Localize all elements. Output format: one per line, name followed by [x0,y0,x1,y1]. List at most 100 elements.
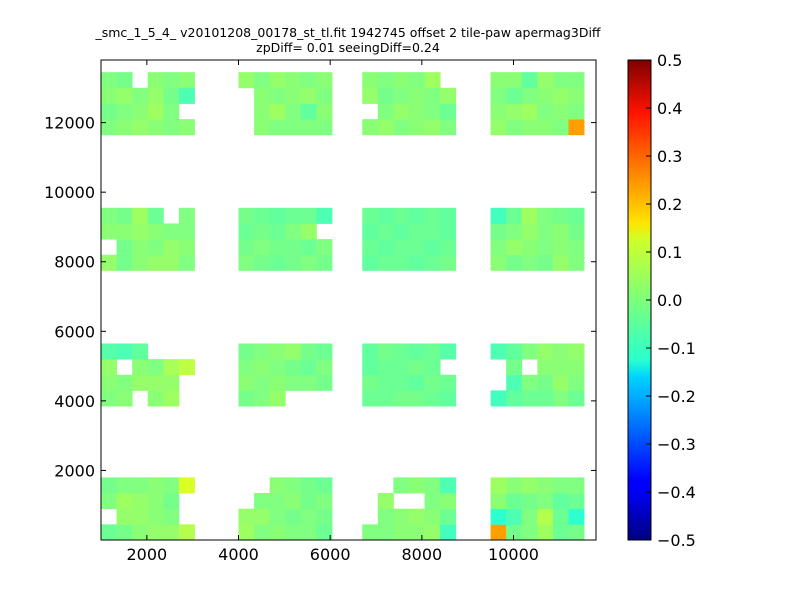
heatmap-cell [490,87,507,104]
heatmap-cell [377,119,394,136]
heatmap-cell [132,254,149,271]
heatmap-cell [521,103,538,120]
heatmap-cell [269,87,286,104]
heatmap-cell [300,87,317,104]
heatmap-cell [101,223,117,240]
heatmap-cell [521,374,538,391]
heatmap-cell [116,343,133,360]
heatmap-cell [490,524,507,541]
heatmap-cell [409,343,425,360]
heatmap-cell [568,87,585,104]
heatmap-cell [552,493,569,510]
heatmap-cell [147,72,164,89]
heatmap-cell [409,207,425,224]
colorbar: 0.5 0.4 0.3 0.2 0.1 0.0 −0.1 −0.2 −0.3 −0.4 −0.5 [627,51,696,550]
heatmap-cell [393,374,410,391]
heatmap-cell [506,119,523,136]
heatmap-cell [424,390,441,407]
heatmap-cell [316,343,333,360]
heatmap-cell [101,359,117,376]
heatmap-cell [506,493,523,510]
heatmap-cell [147,207,164,224]
heatmap-cell [238,239,255,256]
heatmap-cell [147,103,164,120]
heatmap-cell [132,508,149,525]
heatmap-cell [254,239,271,256]
heatmap-cell [568,72,585,89]
heatmap-cell [101,390,117,407]
heatmap-cell [300,359,317,376]
heatmap-cell [409,524,425,541]
heatmap-cell [440,508,457,525]
heatmap-cell [300,374,317,391]
heatmap-cell [101,103,117,120]
heatmap-cell [116,254,133,271]
heatmap-cell [537,374,554,391]
heatmap-cell [377,359,394,376]
heatmap-cell [440,239,457,256]
heatmap-cell [300,343,317,360]
heatmap-cell [521,343,538,360]
heatmap-cell [521,207,538,224]
heatmap-cell [116,207,133,224]
heatmap-cell [377,223,394,240]
heatmap-cell [537,207,554,224]
heatmap-cells [101,72,585,541]
heatmap-cell [269,119,286,136]
heatmap-cell [238,524,255,541]
heatmap-cell [409,72,425,89]
heatmap-cell [537,72,554,89]
heatmap-cell [238,390,255,407]
heatmap-cell [163,119,180,136]
heatmap-cell [285,239,302,256]
heatmap-cell [163,359,180,376]
heatmap-cell [393,119,410,136]
heatmap-cell [490,239,507,256]
heatmap-cell [521,239,538,256]
heatmap-cell [393,87,410,104]
heatmap-cell [362,72,379,89]
heatmap-cell [393,223,410,240]
heatmap-cell [163,493,180,510]
heatmap-cell [424,374,441,391]
heatmap-cell [178,254,195,271]
y-tick-label: 4000 [54,392,95,411]
heatmap-cell [269,390,286,407]
heatmap-cell [163,254,180,271]
heatmap-cell [568,390,585,407]
x-tick-label: 4000 [218,545,259,564]
heatmap-cell [178,87,195,104]
heatmap-cell [537,524,554,541]
heatmap-cell [316,119,333,136]
x-tick-label: 2000 [126,545,167,564]
heatmap-cell [521,87,538,104]
heatmap-cell [269,524,286,541]
heatmap-cell [132,103,149,120]
heatmap-cell [316,239,333,256]
heatmap-cell [424,207,441,224]
colorbar-tick-label: 0.1 [657,243,682,262]
x-tick-label: 10000 [488,545,539,564]
heatmap-cell [521,390,538,407]
heatmap-cell [116,223,133,240]
heatmap-cell [132,524,149,541]
heatmap-cell [101,207,117,224]
heatmap-cell [490,254,507,271]
heatmap-cell [377,87,394,104]
heatmap-cell [362,207,379,224]
heatmap-cell [316,493,333,510]
heatmap-cell [506,359,523,376]
x-axis: 2000 4000 6000 8000 10000 [126,60,539,564]
colorbar-tick-label: 0.2 [657,195,682,214]
heatmap-cell [147,508,164,525]
heatmap-cell [285,359,302,376]
colorbar-ticks: 0.5 0.4 0.3 0.2 0.1 0.0 −0.1 −0.2 −0.3 −0.4 −0.5 [646,51,696,550]
heatmap-cell [147,239,164,256]
heatmap-cell [254,87,271,104]
heatmap-cell [409,254,425,271]
heatmap-cell [116,374,133,391]
heatmap-cell [116,119,133,136]
heatmap-cell [424,103,441,120]
heatmap-cell [490,390,507,407]
